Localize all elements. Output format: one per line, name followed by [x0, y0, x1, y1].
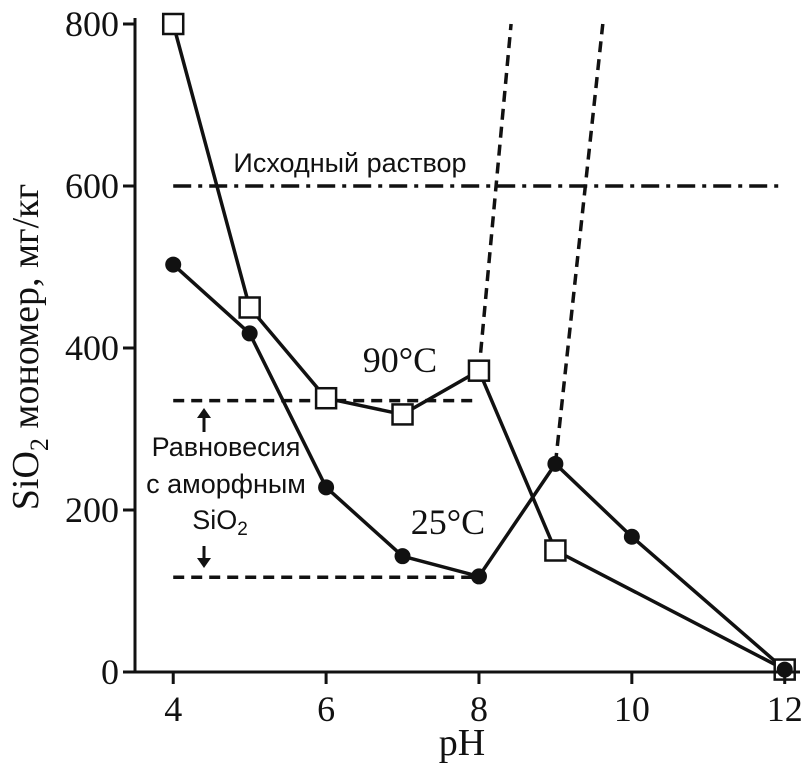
equilibrium-label-sio: SiO	[192, 505, 237, 535]
x-tick-label: 12	[767, 689, 802, 729]
solubility-extrapolation-line	[477, 23, 513, 371]
series-25c-point	[776, 661, 793, 678]
series-25c-point	[470, 568, 487, 585]
y-tick-label: 0	[101, 652, 119, 692]
data-markers	[161, 12, 796, 681]
y-axis-title: SiO2 мономер, мг/кг	[5, 184, 54, 510]
x-axis-title: pH	[439, 722, 485, 764]
dashed-extrapolations	[477, 23, 605, 465]
y-axis-title-rest: мономер, мг/кг	[5, 184, 47, 438]
series-90c-point	[467, 359, 491, 382]
series-25c-point	[241, 325, 258, 342]
series-25c-point	[547, 455, 564, 472]
equilibrium-label-line2: с аморфным	[146, 469, 306, 499]
x-tick-label: 6	[317, 689, 335, 729]
series-25c-line	[172, 263, 786, 671]
series-90c-point	[238, 296, 261, 319]
series-25c-point	[623, 528, 640, 545]
series-90c-point	[544, 539, 567, 562]
arrow-down-icon	[197, 546, 211, 568]
series-25c-point	[165, 256, 182, 273]
y-axis-title-subscript: 2	[25, 438, 54, 451]
arrow-up-icon	[197, 408, 211, 432]
y-tick-label: 600	[65, 166, 119, 206]
x-tick-label: 10	[614, 689, 650, 729]
equilibrium-label-subscript: 2	[237, 519, 248, 540]
initial-solution-label: Исходный раствор	[233, 148, 466, 178]
label-90c: 90°C	[363, 340, 437, 380]
series-25c-point	[394, 548, 411, 565]
y-tick-label: 400	[65, 328, 119, 368]
y-tick-label: 200	[65, 490, 119, 530]
series-90c-point	[314, 386, 338, 410]
label-25c: 25°C	[411, 502, 485, 542]
x-tick-label: 4	[164, 689, 182, 729]
series-90c-point	[161, 12, 185, 36]
equilibrium-label-line3: SiO2	[192, 505, 248, 540]
y-tick-label: 800	[65, 4, 119, 44]
axes	[133, 18, 800, 674]
y-axis-title-main: SiO	[5, 451, 47, 510]
equilibrium-label-line1: Равновесия	[152, 432, 301, 462]
x-tick-label: 8	[470, 689, 488, 729]
solubility-extrapolation-line	[553, 23, 605, 465]
series-90c-point	[391, 403, 414, 426]
series-25c-point	[318, 479, 335, 496]
axis-ticks: 4 6 8 10 12 0 200 400 600 800	[65, 4, 802, 729]
